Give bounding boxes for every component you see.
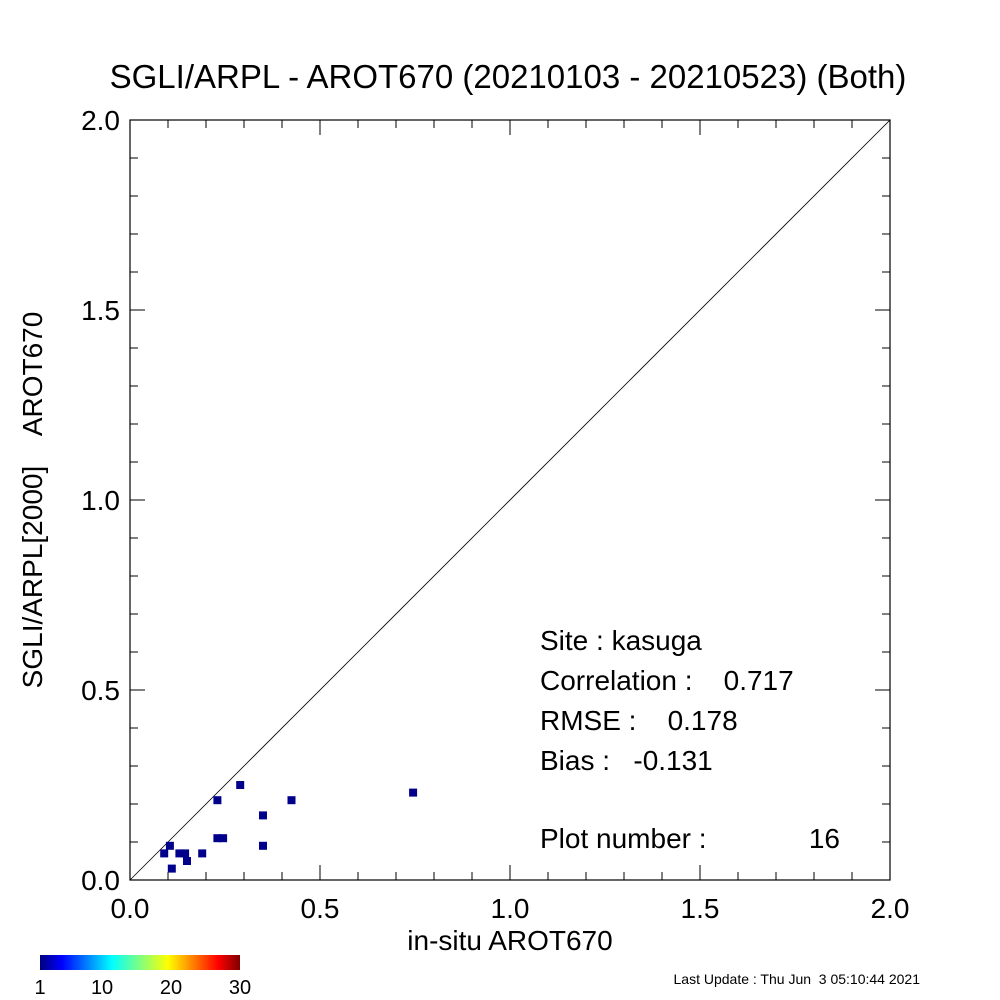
data-point: [213, 834, 222, 843]
colorbar-tick-label: 10: [91, 977, 113, 999]
data-point: [259, 811, 267, 820]
data-point: [181, 849, 190, 858]
rmse-label: RMSE : 0.178: [540, 705, 738, 736]
x-tick-label: 2.0: [871, 893, 910, 924]
data-point: [259, 841, 267, 850]
x-tick-label: 0.0: [111, 893, 150, 924]
data-point: [165, 841, 174, 850]
data-point: [213, 796, 222, 805]
data-point: [167, 864, 176, 873]
stats-block: Site : kasuga Correlation : 0.717 RMSE :…: [540, 625, 840, 854]
x-tick-labels: 0.0 0.5 1.0 1.5 2.0: [111, 893, 910, 924]
data-points: [160, 781, 418, 873]
data-point: [198, 849, 207, 858]
axis-ticks: [129, 119, 891, 881]
data-point: [183, 857, 191, 865]
x-tick-label: 1.5: [681, 893, 720, 924]
colorbar-tick-label: 30: [229, 977, 251, 999]
x-tick-label: 1.0: [491, 893, 530, 924]
y-tick-label: 0.0: [81, 865, 120, 896]
y-tick-label: 0.5: [81, 675, 120, 706]
bias-label: Bias : -0.131: [540, 745, 713, 776]
colorbar-tick-label: 20: [160, 977, 182, 999]
data-point: [160, 849, 169, 858]
x-tick-label: 0.5: [301, 893, 340, 924]
data-point: [287, 796, 296, 805]
x-axis-title: in-situ AROT670: [407, 925, 612, 956]
y-tick-labels: 0.0 0.5 1.0 1.5 2.0: [81, 105, 120, 896]
data-point: [219, 834, 228, 843]
y-tick-label: 1.5: [81, 295, 120, 326]
y-tick-label: 1.0: [81, 485, 120, 516]
correlation-label: Correlation : 0.717: [540, 665, 794, 696]
site-label: Site : kasuga: [540, 625, 702, 656]
last-update: Last Update : Thu Jun 3 05:10:44 2021: [674, 971, 921, 987]
one-to-one-line: [129, 119, 891, 881]
y-axis-title: SGLI/ARPL[2000] AROT670: [17, 312, 48, 689]
colorbar-tick-label: 1: [34, 977, 45, 999]
data-point: [236, 781, 245, 789]
plot-number-label: Plot number :: [540, 823, 707, 854]
colorbar-tick-labels: 1 10 20 30: [34, 977, 251, 999]
colorbar: [40, 955, 240, 970]
plot-number-value: 16: [809, 823, 840, 854]
data-point: [175, 849, 184, 858]
chart-title: SGLI/ARPL - AROT670 (20210103 - 20210523…: [110, 58, 907, 95]
y-tick-label: 2.0: [81, 105, 120, 136]
data-point: [409, 788, 418, 797]
